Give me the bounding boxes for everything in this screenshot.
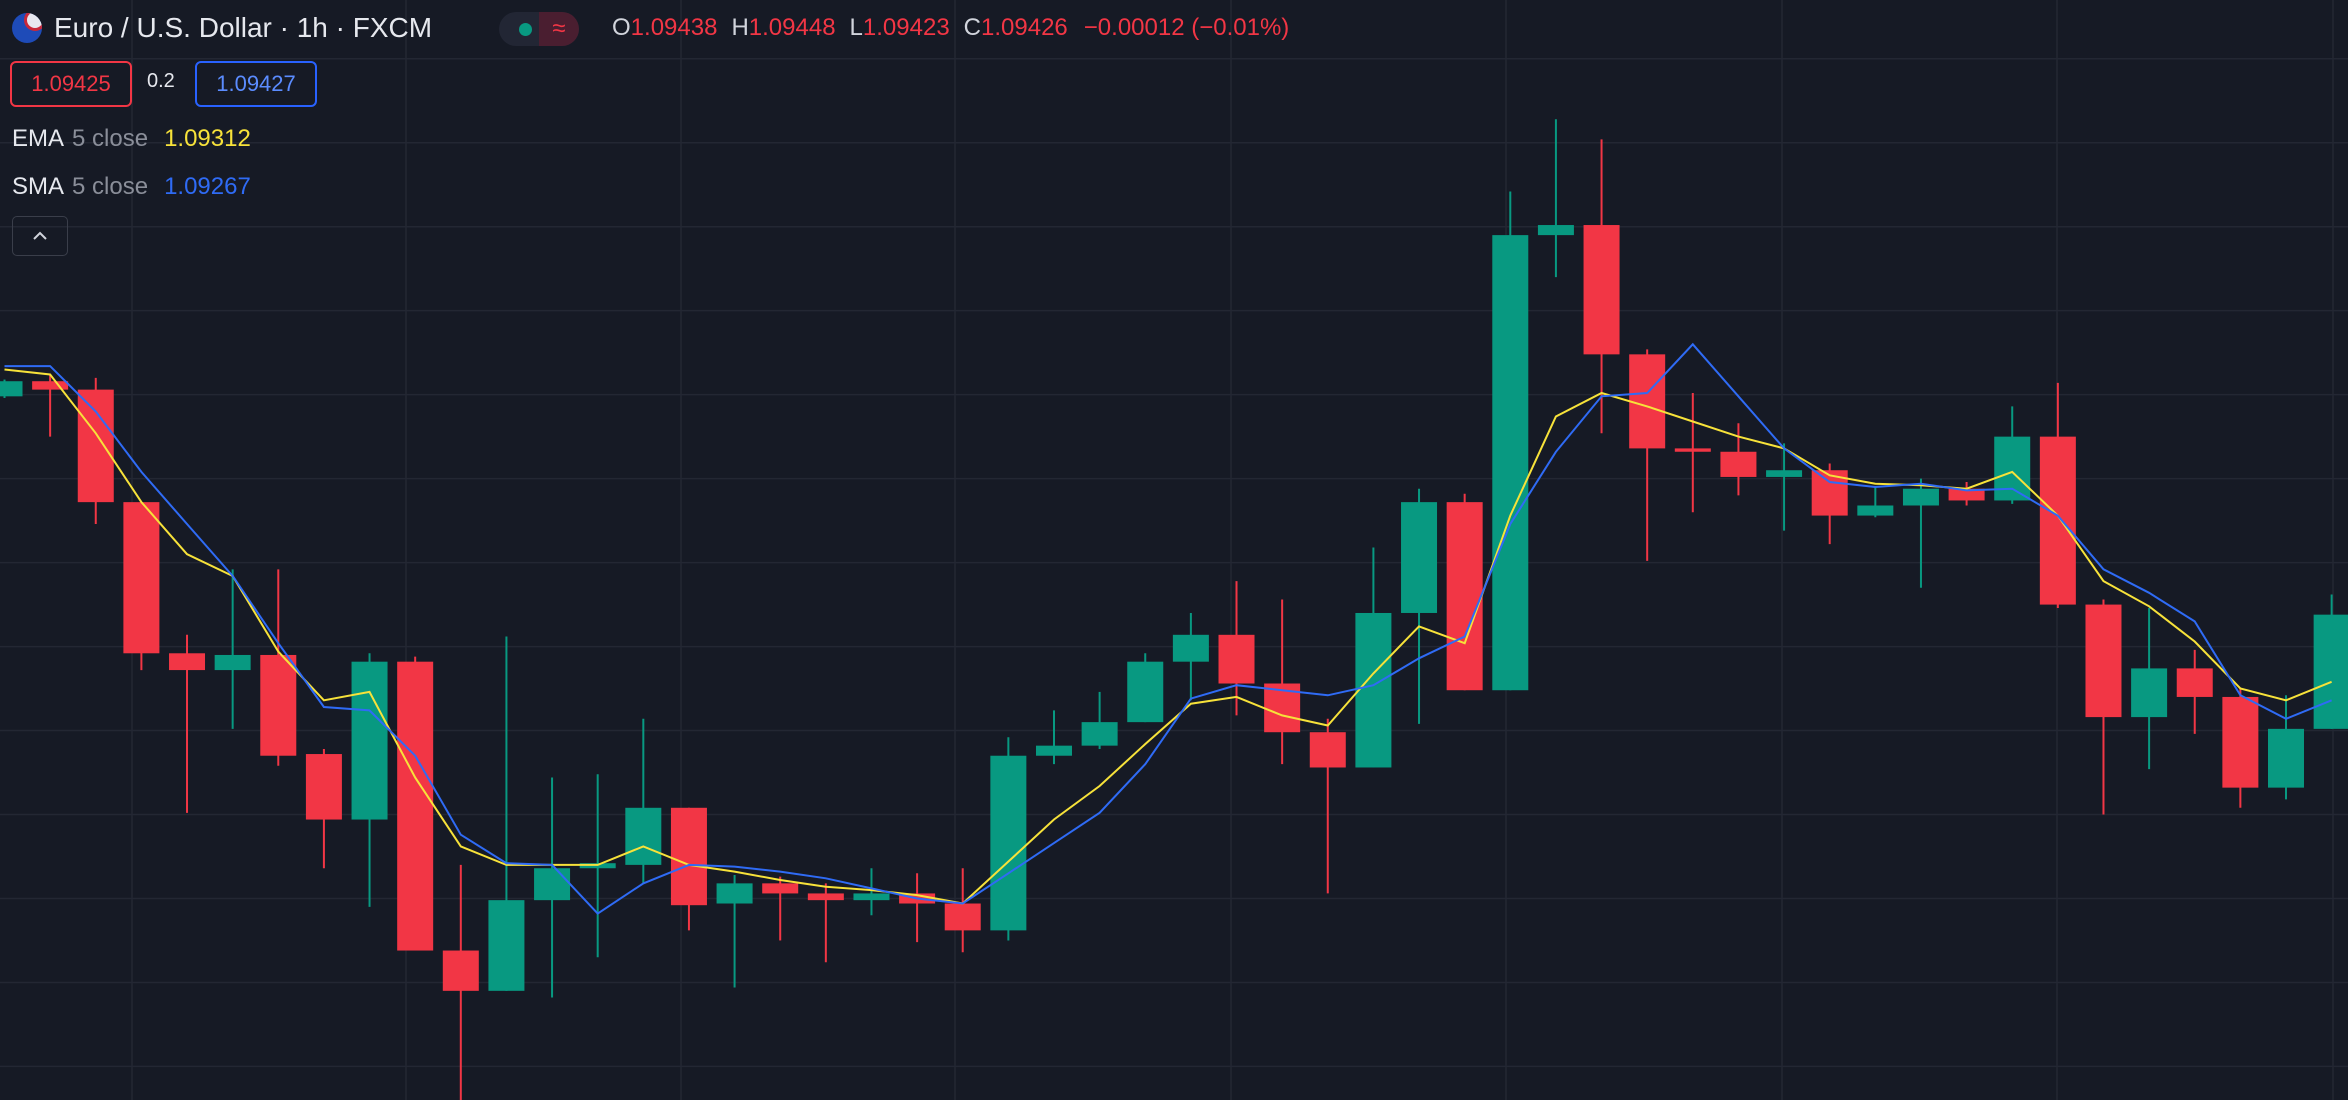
candle-body: [1948, 488, 1985, 501]
candle-body: [2268, 728, 2304, 788]
candle-body: [1537, 225, 1574, 236]
collapse-icon: [33, 231, 47, 240]
candle-body: [488, 900, 525, 991]
symbol-flag: [12, 13, 42, 43]
ohlc-label: C: [963, 14, 982, 41]
candle-body: [670, 807, 707, 906]
indicator-name: EMA: [12, 125, 65, 152]
candle-body: [1674, 448, 1711, 452]
indicator-line: [4, 342, 2332, 915]
symbol-title: Euro / U.S. Dollar · 1h · FXCM: [54, 12, 433, 43]
ohlc-value: 1.09426: [981, 14, 1068, 41]
candle-body: [1766, 470, 1803, 477]
candle-body: [1583, 225, 1620, 355]
symbol-header[interactable]: Euro / U.S. Dollar · 1h · FXCM: [12, 8, 432, 48]
spread: 0.2: [147, 70, 175, 92]
candle-body: [123, 502, 160, 654]
buy-button[interactable]: 1.09427: [195, 61, 317, 107]
ohlc-label: H: [731, 14, 749, 41]
candle-body: [77, 389, 114, 503]
candle-body: [1720, 451, 1757, 477]
sell-button[interactable]: 1.09425: [10, 61, 132, 107]
candle-body: [169, 653, 206, 671]
candle-body: [944, 903, 981, 931]
indicator-params: 5 close: [72, 125, 149, 152]
candle-body: [397, 661, 434, 951]
candle-body: [442, 950, 479, 991]
candle-body: [1309, 732, 1346, 768]
ask-price: 1.09427: [216, 71, 296, 96]
indicator-name: SMA: [12, 173, 65, 200]
bid-price: 1.09425: [31, 71, 111, 96]
indicator-row: SMA 5 close 1.09267: [12, 171, 251, 203]
candle-body: [1492, 235, 1529, 691]
candle-body: [2085, 604, 2122, 718]
candle-body: [1446, 502, 1483, 691]
candle-body: [853, 893, 890, 901]
indicator-value: 1.09312: [164, 125, 251, 152]
candle-body: [1401, 502, 1438, 613]
candle-body: [32, 381, 69, 390]
candle-body: [2313, 614, 2348, 729]
candle-body: [1355, 612, 1392, 768]
indicator-value: 1.09267: [164, 173, 251, 200]
candle-body: [2131, 668, 2168, 718]
collapse-button[interactable]: [12, 216, 68, 256]
indicator-params: 5 close: [72, 173, 149, 200]
market-status[interactable]: ≈: [499, 12, 579, 46]
candle-body: [2039, 436, 2076, 605]
indicator-line: [4, 368, 2332, 905]
ohlc-value: 1.09438: [630, 14, 718, 41]
candle-body: [716, 883, 753, 904]
candle-body: [260, 654, 297, 756]
candle-body: [807, 893, 844, 901]
candle-body: [1081, 722, 1118, 746]
candle-body: [625, 807, 662, 865]
indicator-row: EMA 5 close 1.09312: [12, 123, 251, 155]
candle-body: [1172, 634, 1209, 662]
ohlc-label: O: [612, 14, 631, 41]
candle-body: [214, 654, 251, 671]
candle-body: [1994, 436, 2031, 501]
candle-body: [2176, 668, 2213, 697]
ohlc-value: 1.09423: [862, 14, 950, 41]
candle-body: [1857, 505, 1894, 516]
candle-body: [1035, 745, 1072, 756]
candle-body: [351, 661, 388, 820]
status-dot: [519, 23, 532, 36]
price-change: −0.00012 (−0.01%): [1083, 14, 1290, 41]
candle-body: [1902, 488, 1939, 506]
candle-body: [0, 381, 23, 397]
status-icon: ≈: [539, 12, 579, 46]
candle-body: [762, 883, 799, 894]
candle-body: [1127, 661, 1164, 723]
ohlc-legend: O 1.09438 H 1.09448 L 1.09423 C 1.09426 −0.00012…: [612, 10, 1289, 46]
ohlc-label: L: [849, 14, 863, 41]
candle-body: [1218, 634, 1255, 684]
candle-body: [1629, 354, 1666, 449]
ohlc-value: 1.09448: [748, 14, 836, 41]
candle-body: [534, 868, 571, 901]
candle-body: [305, 754, 342, 820]
candle-body: [990, 755, 1027, 931]
candle-body: [2222, 696, 2259, 788]
